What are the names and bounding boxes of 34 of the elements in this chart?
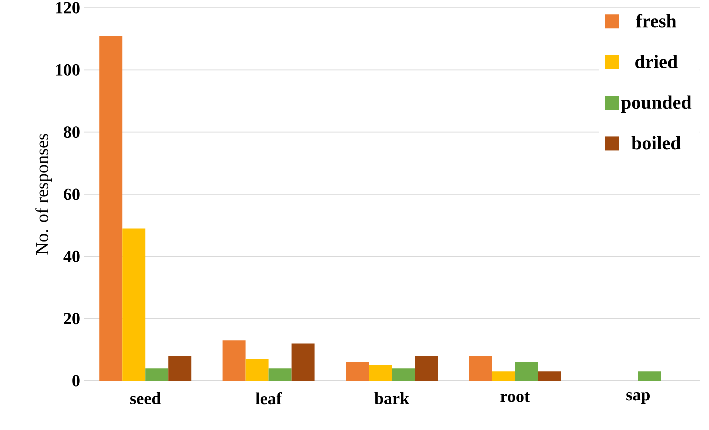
bar (369, 365, 392, 381)
bar (346, 362, 370, 381)
legend-label: dried (636, 55, 678, 68)
bar (415, 356, 438, 381)
bar (292, 344, 315, 381)
x-tick-label: bark (374, 392, 410, 404)
legend-label: pounded (621, 96, 692, 113)
bar (100, 36, 123, 381)
bar (146, 368, 169, 381)
x-tick-label: sap (626, 392, 650, 404)
bar (246, 359, 269, 381)
bar (638, 372, 662, 381)
y-tick-label: 60 (64, 188, 80, 200)
y-tick-label: 100 (56, 64, 80, 76)
bar (492, 372, 516, 381)
bar (222, 340, 246, 381)
y-tick-label: 40 (64, 250, 80, 262)
y-tick-label: 120 (56, 2, 80, 14)
bar (268, 368, 292, 381)
legend-label: fresh (636, 14, 677, 28)
x-tick-label: root (500, 392, 530, 402)
bar (469, 356, 492, 381)
y-tick-label: 0 (72, 375, 80, 387)
y-tick-label: 20 (64, 313, 80, 325)
bar (515, 362, 538, 381)
legend-label: boiled (632, 136, 682, 150)
bar (538, 372, 562, 381)
x-tick-label: seed (130, 392, 161, 404)
y-tick-label: 80 (64, 126, 80, 138)
y-axis-title: No. of responses (36, 134, 52, 255)
bar (392, 368, 416, 381)
bar (168, 356, 192, 381)
bar (122, 228, 146, 381)
x-tick-label: leaf (256, 392, 282, 405)
